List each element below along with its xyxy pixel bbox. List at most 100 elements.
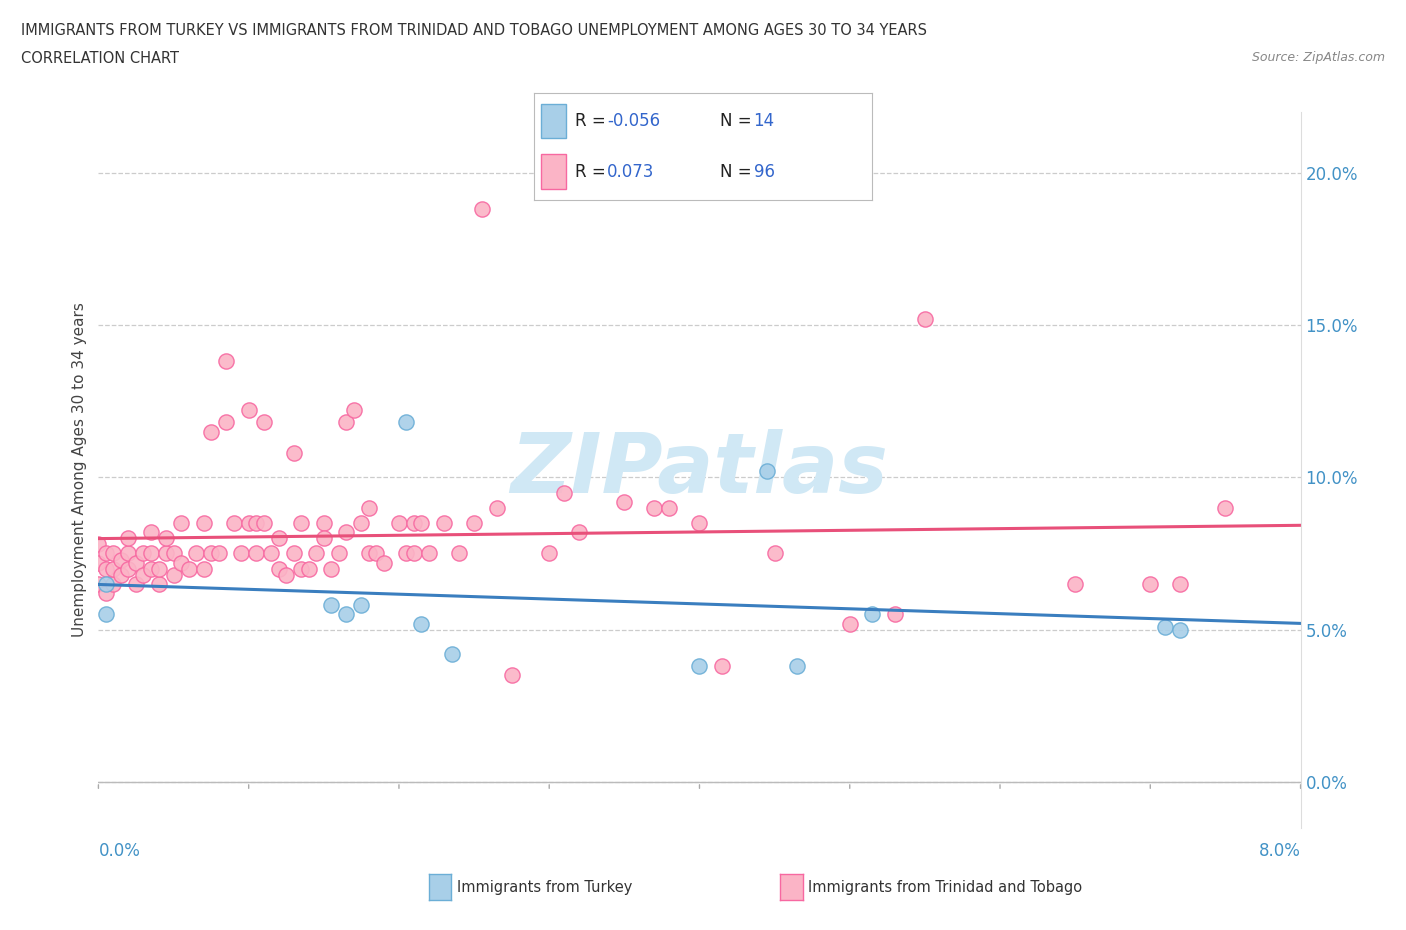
Point	[139, 561, 162, 576]
Text: Immigrants from Trinidad and Tobago: Immigrants from Trinidad and Tobago	[808, 880, 1083, 895]
Point	[335, 525, 357, 539]
Point	[689, 658, 711, 673]
Point	[1215, 500, 1237, 515]
Text: N =: N =	[720, 163, 756, 181]
Point	[276, 567, 298, 582]
Point	[177, 561, 200, 576]
Point	[689, 515, 711, 530]
Point	[222, 515, 245, 530]
Point	[395, 415, 418, 430]
Point	[433, 515, 456, 530]
Point	[485, 500, 508, 515]
Text: 0.0%: 0.0%	[98, 842, 141, 860]
Point	[1064, 577, 1087, 591]
Text: N =: N =	[720, 113, 756, 130]
Point	[245, 546, 267, 561]
Point	[350, 598, 373, 613]
Point	[321, 598, 343, 613]
Text: 0.073: 0.073	[607, 163, 654, 181]
Point	[87, 577, 110, 591]
Point	[290, 561, 312, 576]
Point	[411, 616, 433, 631]
Point	[253, 515, 276, 530]
FancyBboxPatch shape	[541, 154, 567, 190]
Point	[553, 485, 575, 500]
Point	[110, 552, 132, 567]
Point	[103, 577, 125, 591]
Point	[215, 354, 238, 369]
Point	[94, 561, 117, 576]
Point	[170, 555, 193, 570]
Point	[87, 555, 110, 570]
Point	[200, 424, 222, 439]
Point	[253, 415, 276, 430]
Text: IMMIGRANTS FROM TURKEY VS IMMIGRANTS FROM TRINIDAD AND TOBAGO UNEMPLOYMENT AMONG: IMMIGRANTS FROM TURKEY VS IMMIGRANTS FRO…	[21, 23, 927, 38]
Point	[312, 515, 335, 530]
Point	[238, 515, 260, 530]
Point	[335, 415, 357, 430]
Point	[1139, 577, 1161, 591]
Point	[193, 515, 215, 530]
Point	[94, 607, 117, 622]
Point	[501, 668, 523, 683]
Text: Immigrants from Turkey: Immigrants from Turkey	[457, 880, 633, 895]
Text: -0.056: -0.056	[607, 113, 659, 130]
Point	[463, 515, 485, 530]
Point	[132, 546, 155, 561]
Point	[568, 525, 591, 539]
Point	[711, 658, 734, 673]
Point	[193, 561, 215, 576]
FancyBboxPatch shape	[541, 104, 567, 139]
Text: Source: ZipAtlas.com: Source: ZipAtlas.com	[1251, 51, 1385, 64]
Point	[267, 531, 290, 546]
Point	[658, 500, 681, 515]
Point	[418, 546, 440, 561]
Point	[411, 515, 433, 530]
Point	[162, 546, 184, 561]
Text: 96: 96	[754, 163, 775, 181]
Point	[613, 494, 636, 509]
Point	[786, 658, 808, 673]
Point	[94, 586, 117, 601]
Point	[125, 555, 148, 570]
Point	[283, 445, 305, 460]
Point	[440, 646, 463, 661]
Point	[184, 546, 207, 561]
Point	[388, 515, 411, 530]
Point	[87, 537, 110, 551]
Point	[402, 546, 425, 561]
Point	[305, 546, 328, 561]
Point	[117, 531, 139, 546]
Point	[132, 567, 155, 582]
Point	[643, 500, 665, 515]
Point	[170, 515, 193, 530]
Point	[231, 546, 253, 561]
Point	[94, 546, 117, 561]
Point	[860, 607, 883, 622]
Point	[155, 531, 177, 546]
Text: R =: R =	[575, 113, 610, 130]
Point	[1154, 619, 1177, 634]
Point	[125, 577, 148, 591]
Point	[200, 546, 222, 561]
Text: 8.0%: 8.0%	[1258, 842, 1301, 860]
Point	[395, 546, 418, 561]
Point	[162, 567, 184, 582]
Point	[117, 561, 139, 576]
Point	[103, 546, 125, 561]
Point	[290, 515, 312, 530]
Point	[245, 515, 267, 530]
Point	[215, 415, 238, 430]
Point	[103, 561, 125, 576]
Point	[756, 464, 779, 479]
Point	[883, 607, 905, 622]
Point	[328, 546, 350, 561]
Point	[538, 546, 561, 561]
Point	[312, 531, 335, 546]
Point	[321, 561, 343, 576]
Point	[139, 525, 162, 539]
Point	[208, 546, 231, 561]
Point	[148, 577, 170, 591]
Point	[343, 403, 366, 418]
Point	[1170, 622, 1192, 637]
